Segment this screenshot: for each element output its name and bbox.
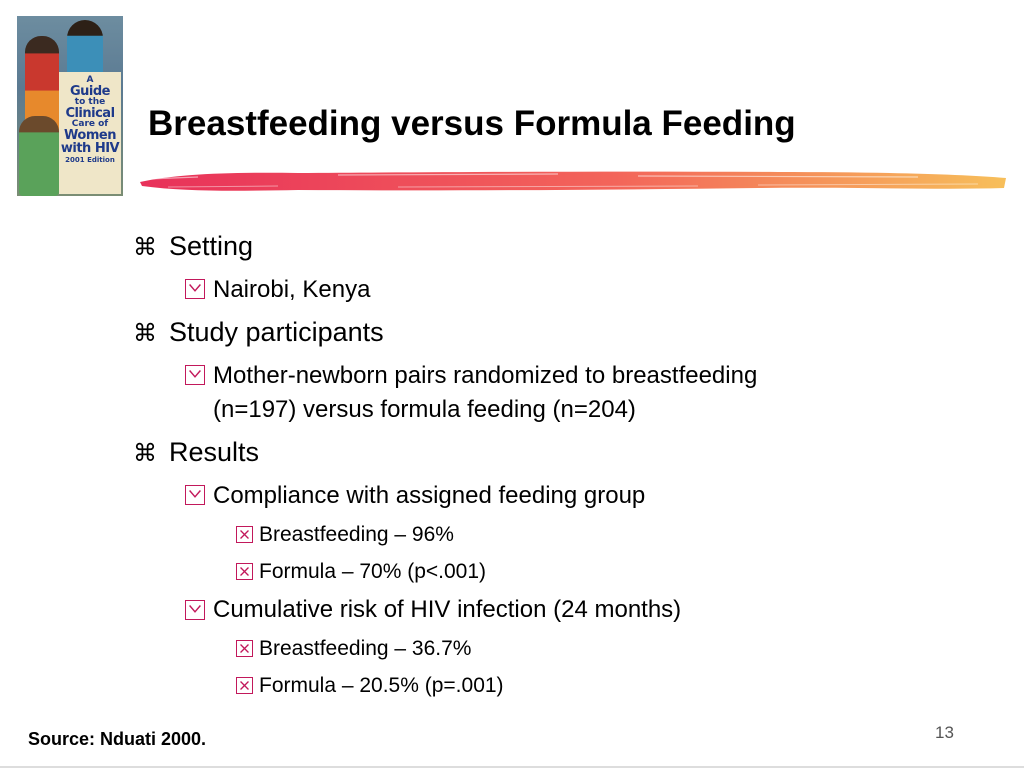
- bullet-risk-formula: Formula – 20.5% (p=.001): [259, 674, 504, 697]
- slide-title: Breastfeeding versus Formula Feeding: [148, 104, 796, 143]
- x-box-icon: [236, 640, 253, 657]
- x-box-icon: [236, 677, 253, 694]
- x-box-icon: [236, 526, 253, 543]
- bullet-setting: Setting: [169, 231, 254, 261]
- bullet-compliance-formula: Formula – 70% (p<.001): [259, 560, 487, 583]
- x-box-icon: [236, 563, 253, 580]
- bottom-divider: [0, 766, 1024, 768]
- cover-panel: [59, 72, 121, 194]
- bullet-compliance-breastfeeding: Breastfeeding – 96%: [259, 523, 454, 546]
- bullet-risk-breastfeeding: Breastfeeding – 36.7%: [259, 637, 472, 660]
- bullet-participants-line-2: (n=197) versus formula feeding (n=204): [213, 396, 636, 423]
- y-box-icon: [185, 279, 205, 299]
- bullet-results: Results: [169, 437, 260, 467]
- command-bullet-icon: ⌘: [133, 233, 157, 261]
- y-box-icon: [185, 485, 205, 505]
- bullet-study-participants: Study participants: [169, 317, 384, 347]
- bullet-cumulative-risk: Cumulative risk of HIV infection (24 mon…: [213, 596, 682, 623]
- cover-figure: [19, 116, 59, 196]
- source-citation: Source: Nduati 2000.: [28, 729, 207, 749]
- page-number: 13: [935, 723, 954, 742]
- bullet-location: Nairobi, Kenya: [213, 276, 371, 303]
- book-cover-logo: A Guide to the Clinical Care of Women wi…: [17, 16, 123, 196]
- cover-title: A Guide to the Clinical Care of Women wi…: [60, 75, 120, 164]
- y-box-icon: [185, 365, 205, 385]
- brush-stroke-divider: [140, 171, 1006, 191]
- bullet-compliance: Compliance with assigned feeding group: [213, 482, 646, 509]
- command-bullet-icon: ⌘: [133, 319, 157, 347]
- command-bullet-icon: ⌘: [133, 439, 157, 467]
- y-box-icon: [185, 600, 205, 620]
- bullet-participants-line-1: Mother-newborn pairs randomized to breas…: [213, 362, 758, 389]
